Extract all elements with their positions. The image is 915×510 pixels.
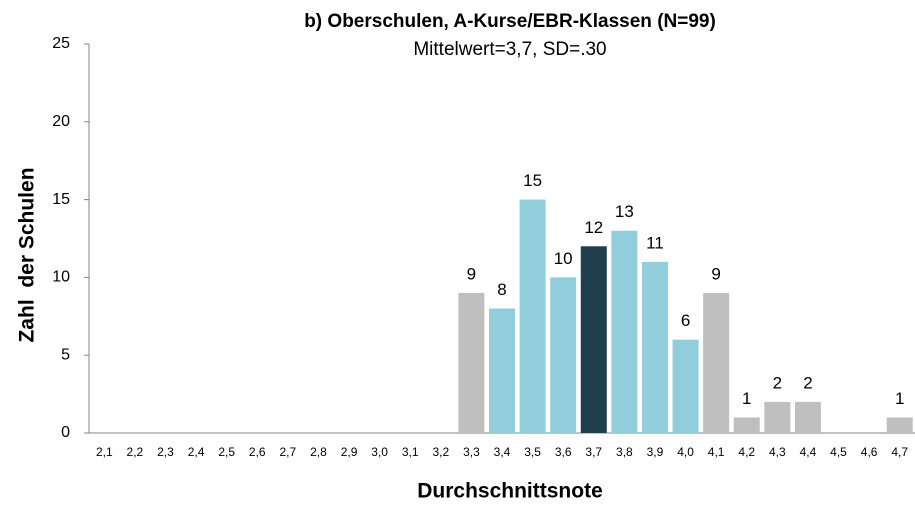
x-tick-label: 3,7: [585, 445, 602, 459]
data-label: 6: [681, 311, 690, 330]
x-tick-label: 2,3: [157, 445, 174, 459]
chart-subtitle: Mittelwert=3,7, SD=.30: [413, 39, 606, 60]
data-label: 1: [895, 389, 904, 408]
x-tick-label: 3,8: [616, 445, 633, 459]
bar: [703, 292, 730, 433]
x-tick-label: 2,6: [249, 445, 266, 459]
x-tick-label: 2,1: [96, 445, 113, 459]
x-tick-label: 4,3: [769, 445, 786, 459]
x-tick-label: 3,0: [371, 445, 388, 459]
bar: [519, 199, 546, 433]
bar: [611, 230, 638, 433]
data-label: 2: [803, 373, 812, 392]
bar: [641, 261, 668, 433]
x-tick-label: 4,1: [708, 445, 725, 459]
data-label: 9: [467, 264, 476, 283]
chart-title: b) Oberschulen, A-Kurse/EBR-Klassen (N=9…: [304, 11, 716, 32]
bar: [580, 246, 607, 433]
x-tick-label: 3,9: [647, 445, 664, 459]
data-label: 10: [554, 249, 573, 268]
x-tick-label: 2,7: [280, 445, 297, 459]
y-tick-label: 15: [52, 191, 70, 208]
x-tick-label: 2,8: [310, 445, 327, 459]
data-label: 8: [497, 280, 506, 299]
x-tick-label: 4,0: [677, 445, 694, 459]
data-label: 9: [711, 264, 720, 283]
bar: [458, 292, 485, 433]
bar: [733, 417, 760, 433]
x-tick-label: 4,4: [800, 445, 817, 459]
y-tick-label: 5: [61, 346, 70, 363]
bar: [550, 277, 577, 433]
x-tick-label: 3,5: [524, 445, 541, 459]
x-tick-label: 2,2: [127, 445, 144, 459]
data-label: 11: [646, 233, 664, 252]
data-label: 2: [773, 373, 782, 392]
y-tick-label: 10: [52, 269, 70, 286]
x-tick-label: 3,4: [494, 445, 511, 459]
x-tick-label: 2,9: [341, 445, 358, 459]
x-tick-label: 2,4: [188, 445, 205, 459]
x-tick-label: 3,6: [555, 445, 572, 459]
y-tick-label: 20: [52, 113, 70, 130]
data-label: 15: [523, 171, 542, 190]
x-tick-label: 2,5: [218, 445, 235, 459]
x-tick-label: 3,2: [432, 445, 449, 459]
bar: [489, 308, 515, 433]
bar: [886, 417, 913, 433]
x-tick-label: 4,5: [830, 445, 847, 459]
x-axis-title: Durchschnittsnote: [417, 480, 603, 503]
x-tick-label: 4,7: [891, 445, 908, 459]
y-axis-title: Zahl der Schulen: [16, 167, 39, 342]
y-tick-label: 25: [52, 35, 70, 52]
bar: [794, 401, 821, 433]
x-tick-label: 3,3: [463, 445, 480, 459]
y-tick-label: 0: [61, 424, 70, 441]
data-label: 13: [615, 202, 634, 221]
data-label: 12: [584, 218, 603, 237]
data-label: 1: [742, 389, 751, 408]
bar: [672, 339, 699, 433]
x-tick-label: 3,1: [402, 445, 419, 459]
x-tick-label: 4,2: [738, 445, 755, 459]
x-tick-label: 4,6: [861, 445, 878, 459]
bar: [764, 401, 791, 433]
